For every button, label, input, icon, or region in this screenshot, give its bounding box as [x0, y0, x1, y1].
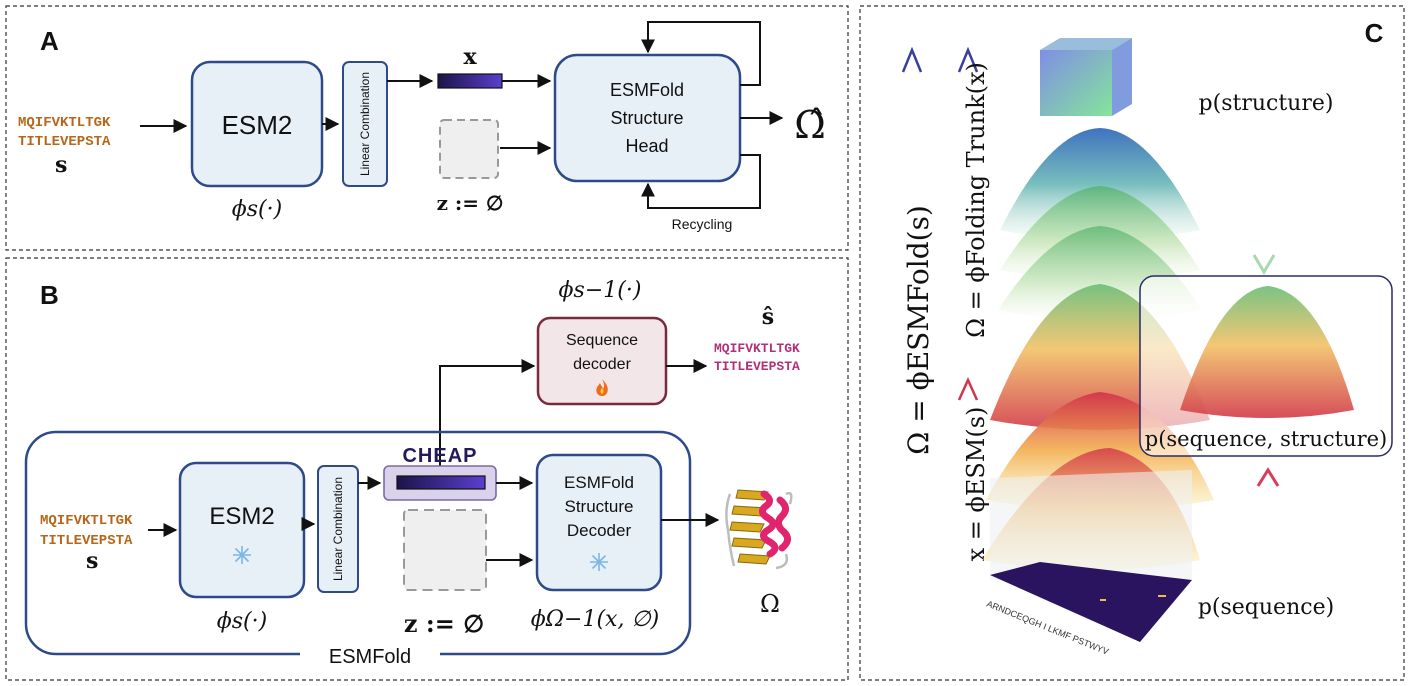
sequence-symbol: s	[55, 152, 67, 178]
x-embedding-bar	[437, 73, 503, 89]
linear-combination-label: Linear Combination	[358, 72, 372, 176]
structure-decoder-box	[535, 453, 663, 592]
arrow-cheap-to-decoder	[439, 359, 536, 470]
z-label-b: z := ∅	[404, 609, 484, 638]
axis-folding-trunk-label: Ω = ϕFolding Trunk(x)	[962, 62, 990, 338]
phi-s-label: ϕs(·)	[232, 197, 282, 222]
panel-b-label: B	[40, 280, 59, 310]
structure-decoder-line1: ESMFold	[564, 473, 634, 492]
esm2-label: ESM2	[222, 110, 293, 140]
snowflake-icon	[590, 553, 608, 571]
axis-folding-trunk-arrowhead	[957, 46, 979, 73]
input-sequence-b-line2: TITLEVEPSTA	[40, 533, 133, 549]
structure-decoder-line2: Structure	[565, 497, 634, 516]
fire-icon	[596, 379, 608, 396]
p-sequence-arrowhead	[1256, 467, 1280, 487]
linear-combination-label-b: Linear Combination	[331, 477, 345, 581]
z-label: z := ∅	[437, 191, 504, 215]
panel-a-label: A	[40, 26, 59, 56]
p-sequence-label: p(sequence)	[1198, 595, 1334, 620]
output-sequence-line1: MQIFVKTLTGK	[714, 341, 800, 356]
structure-decoder-line3: Decoder	[567, 521, 632, 540]
p-structure-arrowhead	[1252, 254, 1276, 275]
sequence-decoder-line1: Sequence	[566, 332, 638, 349]
output-omega-hat: Ω̂	[794, 103, 826, 147]
recycling-loop-top	[641, 21, 761, 86]
input-sequence-b-line1: MQIFVKTLTGK	[40, 513, 133, 529]
axis-esm-label: x = ϕESM(s)	[962, 407, 990, 562]
sequence-symbol-b: s	[86, 548, 98, 574]
esm2-box-b	[178, 461, 306, 599]
axis-esmfold-arrowhead	[901, 46, 923, 73]
esmfold-label: ESMFold	[329, 646, 411, 668]
structure-cube	[1040, 38, 1132, 116]
output-omega: Ω	[760, 590, 780, 618]
snowflake-icon	[233, 546, 251, 564]
sequence-decoder-line2: decoder	[573, 356, 631, 373]
joint-distribution-surface	[1180, 286, 1354, 418]
axis-esm-arrowhead	[957, 376, 979, 401]
input-sequence-line1: MQIFVKTLTGK	[18, 115, 111, 131]
linear-combination-box	[342, 61, 388, 187]
panel-a-frame	[5, 5, 849, 251]
x-label: x	[463, 44, 477, 70]
z-empty-box	[439, 119, 499, 179]
axis-esmfold-label: Ω = ϕESMFold(s)	[902, 205, 935, 455]
amino-acid-base-plane	[990, 470, 1192, 642]
phi-omega-inverse-label: ϕΩ−1(x, ∅)	[531, 607, 659, 632]
esm2-label-b: ESM2	[209, 503, 274, 530]
protein-structure-icon	[725, 489, 793, 570]
p-structure-label: p(structure)	[1199, 91, 1334, 116]
panel-c-label: C	[1365, 18, 1384, 48]
s-hat-label: ŝ	[762, 304, 774, 330]
recycling-loop-bottom	[641, 154, 761, 209]
structure-head-line1: ESMFold	[610, 80, 684, 100]
base-heatmap	[990, 562, 1192, 642]
linear-combination-box-b	[317, 465, 359, 593]
structure-head-line3: Head	[625, 136, 668, 156]
phi-s-inverse-label: ϕs−1(·)	[559, 278, 642, 303]
structure-head-line2: Structure	[610, 108, 683, 128]
sequence-decoder-box	[536, 316, 668, 406]
phi-s-label-b: ϕs(·)	[217, 609, 267, 634]
z-empty-box-b	[403, 509, 487, 591]
cheap-embedding-bar	[396, 475, 486, 490]
input-sequence-line2: TITLEVEPSTA	[18, 134, 111, 150]
p-joint-label: p(sequence, structure)	[1145, 427, 1387, 451]
esmfold-label-bg	[300, 645, 440, 665]
panel-b-frame	[5, 257, 849, 681]
recycling-label: Recycling	[672, 216, 733, 232]
cheap-label: CHEAP	[402, 445, 477, 467]
output-sequence-line2: TITLEVEPSTA	[714, 359, 800, 374]
